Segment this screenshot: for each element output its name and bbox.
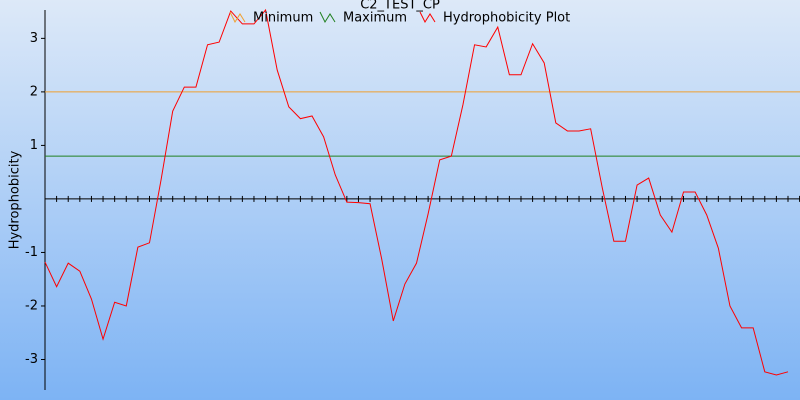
y-tick-label: 3 — [30, 31, 38, 46]
legend-icon — [419, 11, 436, 24]
chart-title: C2_TEST_CP — [360, 0, 440, 13]
legend-label: Maximum — [343, 11, 407, 26]
legend-label: Hydrophobicity Plot — [443, 11, 570, 26]
legend-icon — [319, 11, 336, 24]
y-tick-label: -2 — [25, 298, 38, 313]
legend-icon — [229, 11, 246, 24]
y-tick-label: 2 — [30, 84, 38, 99]
legend-label: Minimum — [253, 11, 313, 26]
y-tick-label: -3 — [25, 352, 38, 367]
y-axis-label: Hydrophobicity — [8, 150, 23, 249]
y-tick-label: -1 — [25, 245, 38, 260]
y-tick-label: 1 — [30, 138, 38, 153]
data-line — [44, 8, 789, 376]
